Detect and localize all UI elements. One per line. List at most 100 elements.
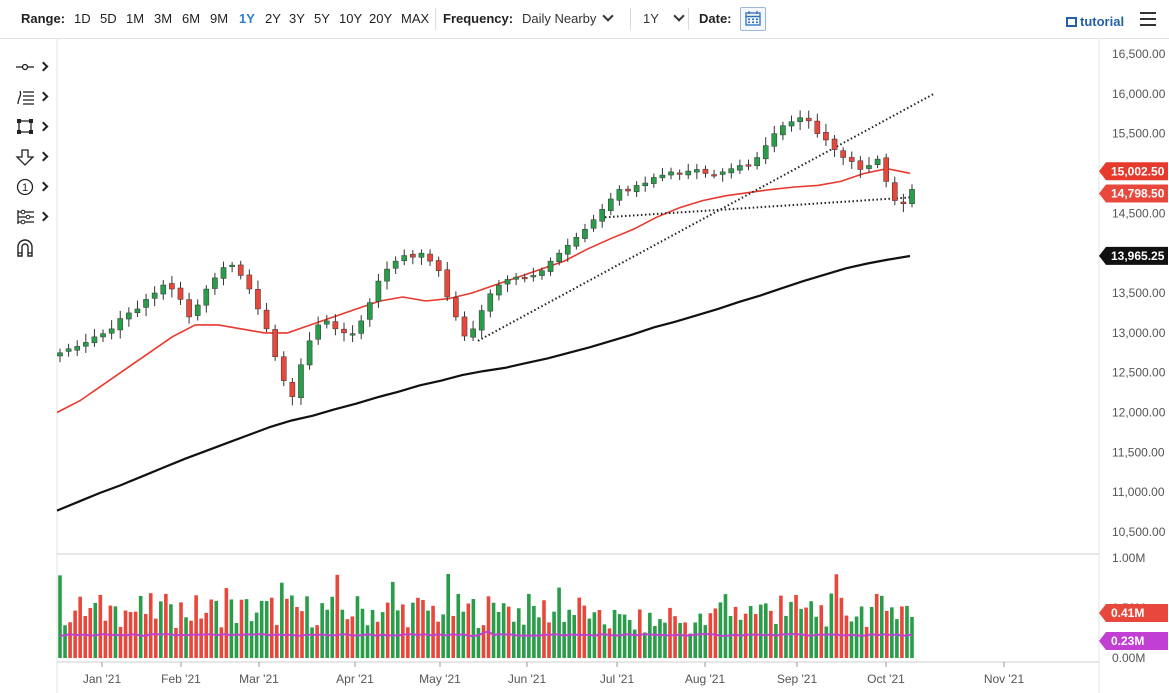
volume-bar <box>209 599 214 658</box>
volume-bar <box>421 599 425 658</box>
range-button-1d[interactable]: 1D <box>74 11 91 26</box>
crosshair-tool[interactable] <box>12 56 52 78</box>
rectangle-tool-icon <box>17 119 33 134</box>
volume-bar <box>547 622 551 658</box>
range-button-3y[interactable]: 3Y <box>289 11 305 26</box>
volume-bar <box>532 606 536 658</box>
volume-label-tag <box>1099 604 1168 622</box>
volume-bar <box>219 627 224 658</box>
range-label: Range: <box>21 11 66 26</box>
price-tick-label: 12,500.00 <box>1112 366 1166 380</box>
volume-bar <box>254 612 259 658</box>
range-button-max[interactable]: MAX <box>401 11 430 26</box>
date-picker-button[interactable] <box>740 7 766 31</box>
candle-body <box>513 276 519 280</box>
candle-body <box>100 333 106 338</box>
price-tick-label: 16,000.00 <box>1112 87 1166 101</box>
candle-body <box>461 316 468 337</box>
ma50-layer <box>56 167 911 414</box>
range-button-1m[interactable]: 1M <box>126 11 145 26</box>
volume-average-label-text: 0.23M <box>1111 634 1144 648</box>
ma50-line <box>56 167 911 414</box>
range-button-9m[interactable]: 9M <box>210 11 229 26</box>
candle-body <box>909 189 915 205</box>
candle-body <box>91 336 98 344</box>
range-button-2y[interactable]: 2Y <box>265 11 281 26</box>
period-select[interactable]: 1Y <box>643 10 685 27</box>
frequency-select[interactable]: Daily Nearby <box>522 10 615 27</box>
volume-bar <box>401 604 405 658</box>
tutorial-link[interactable]: tutorial <box>1066 14 1124 29</box>
volume-bar <box>612 609 617 658</box>
time-tick-label: Apr '21 <box>336 672 374 686</box>
volume-bar <box>895 619 899 658</box>
candle-body <box>788 121 795 127</box>
volume-average-label: 0.23M <box>1099 632 1168 650</box>
volume-bar <box>627 619 632 658</box>
range-button-20y[interactable]: 20Y <box>369 11 393 26</box>
range-button-1y[interactable]: 1Y <box>239 11 255 26</box>
range-button-10y[interactable]: 10Y <box>339 11 363 26</box>
candle-body <box>410 253 416 258</box>
volume-bar <box>406 627 410 658</box>
toolbar-divider <box>435 8 436 30</box>
volume-bar <box>522 624 526 658</box>
fib-tool[interactable] <box>12 86 52 108</box>
candle-body <box>874 158 881 165</box>
volume-bar <box>189 620 193 658</box>
candle-body <box>57 352 63 357</box>
time-tick-label: Feb '21 <box>161 672 201 686</box>
volume-bar <box>582 605 587 658</box>
rectangle-tool[interactable] <box>12 116 52 138</box>
volume-tick-label: 1.00M <box>1112 551 1145 565</box>
range-button-5d[interactable]: 5D <box>100 11 117 26</box>
candle-body <box>212 277 218 289</box>
candle-body <box>625 188 631 192</box>
time-tick-label: Jun '21 <box>508 672 547 686</box>
number-marker-tool[interactable]: 1 <box>12 176 52 198</box>
volume-bar <box>890 607 894 658</box>
time-tick-label: Mar '21 <box>239 672 279 686</box>
volume-bar <box>78 596 82 658</box>
ma50-price-label: 15,002.50 <box>1099 162 1168 181</box>
volume-bar <box>506 606 511 658</box>
range-button-5y[interactable]: 5Y <box>314 11 330 26</box>
volume-bar <box>249 621 254 658</box>
frequency-label: Frequency: <box>443 11 514 26</box>
volume-bar <box>370 609 375 658</box>
candle-body <box>900 201 907 205</box>
volume-bar <box>824 626 829 658</box>
chevron-down-icon <box>673 10 685 22</box>
candle-body <box>496 284 502 296</box>
time-tick-label: Sep '21 <box>777 672 818 686</box>
volume-bar <box>113 606 118 658</box>
volume-bar <box>668 607 672 658</box>
candle-body <box>263 309 270 330</box>
candle-body <box>633 185 640 193</box>
chart-frame <box>56 38 1100 693</box>
candle-body <box>685 170 692 176</box>
volume-bar <box>83 615 88 658</box>
volume-bar <box>516 608 521 658</box>
volume-bar <box>310 627 314 658</box>
candle-body <box>246 274 253 290</box>
candle-body <box>573 236 580 247</box>
price-tick-label: 14,500.00 <box>1112 206 1166 220</box>
candle-body <box>298 364 304 398</box>
volume-bar <box>784 615 788 658</box>
gann-tool[interactable] <box>12 206 52 228</box>
volume-bar <box>673 616 677 658</box>
ma200-price-label-tag <box>1099 246 1168 265</box>
arrow-tool[interactable] <box>12 146 52 168</box>
crosshair-tool-icon <box>16 63 34 71</box>
magnet-tool[interactable] <box>12 236 52 258</box>
volume-bar <box>63 625 67 658</box>
candle-body <box>323 320 330 325</box>
price-chart[interactable]: 16,500.0016,000.0015,500.0015,000.0014,5… <box>0 38 1169 693</box>
range-button-6m[interactable]: 6M <box>182 11 201 26</box>
menu-icon[interactable] <box>1140 12 1156 26</box>
candle-body <box>711 174 717 177</box>
price-tick-label: 13,000.00 <box>1112 326 1166 340</box>
range-button-3m[interactable]: 3M <box>154 11 173 26</box>
volume-bar <box>663 622 667 658</box>
